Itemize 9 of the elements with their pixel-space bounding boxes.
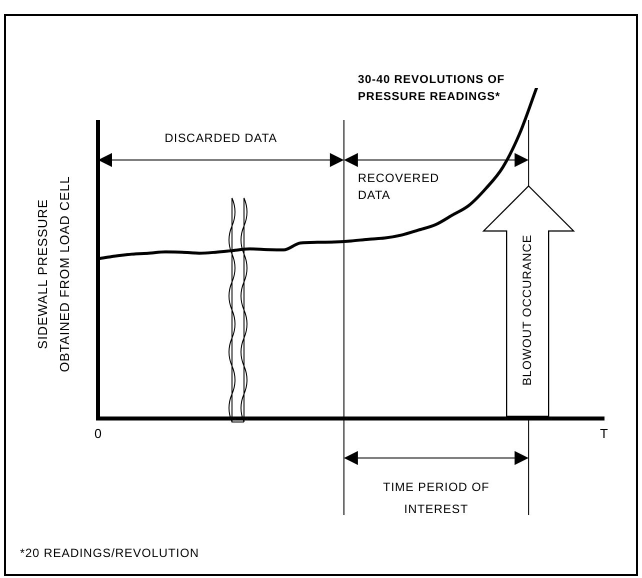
text: *20 READINGS/REVOLUTION [20, 545, 200, 562]
x-tick-label: T [600, 426, 608, 441]
annotation: BLOWOUT OCCURANCE [518, 233, 535, 388]
annotation: 30-40 REVOLUTIONS OF PRESSURE READINGS* [358, 73, 506, 105]
x-tick-label: 0 [94, 426, 102, 441]
annotation: RECOVERED DATA [358, 170, 440, 204]
text: TIME PERIOD OF INTEREST [382, 479, 490, 518]
annotation: DISCARDED DATA [164, 130, 278, 147]
y-axis-title: SIDEWALL PRESSURE OBTAINED FROM LOAD CELL [34, 174, 73, 374]
